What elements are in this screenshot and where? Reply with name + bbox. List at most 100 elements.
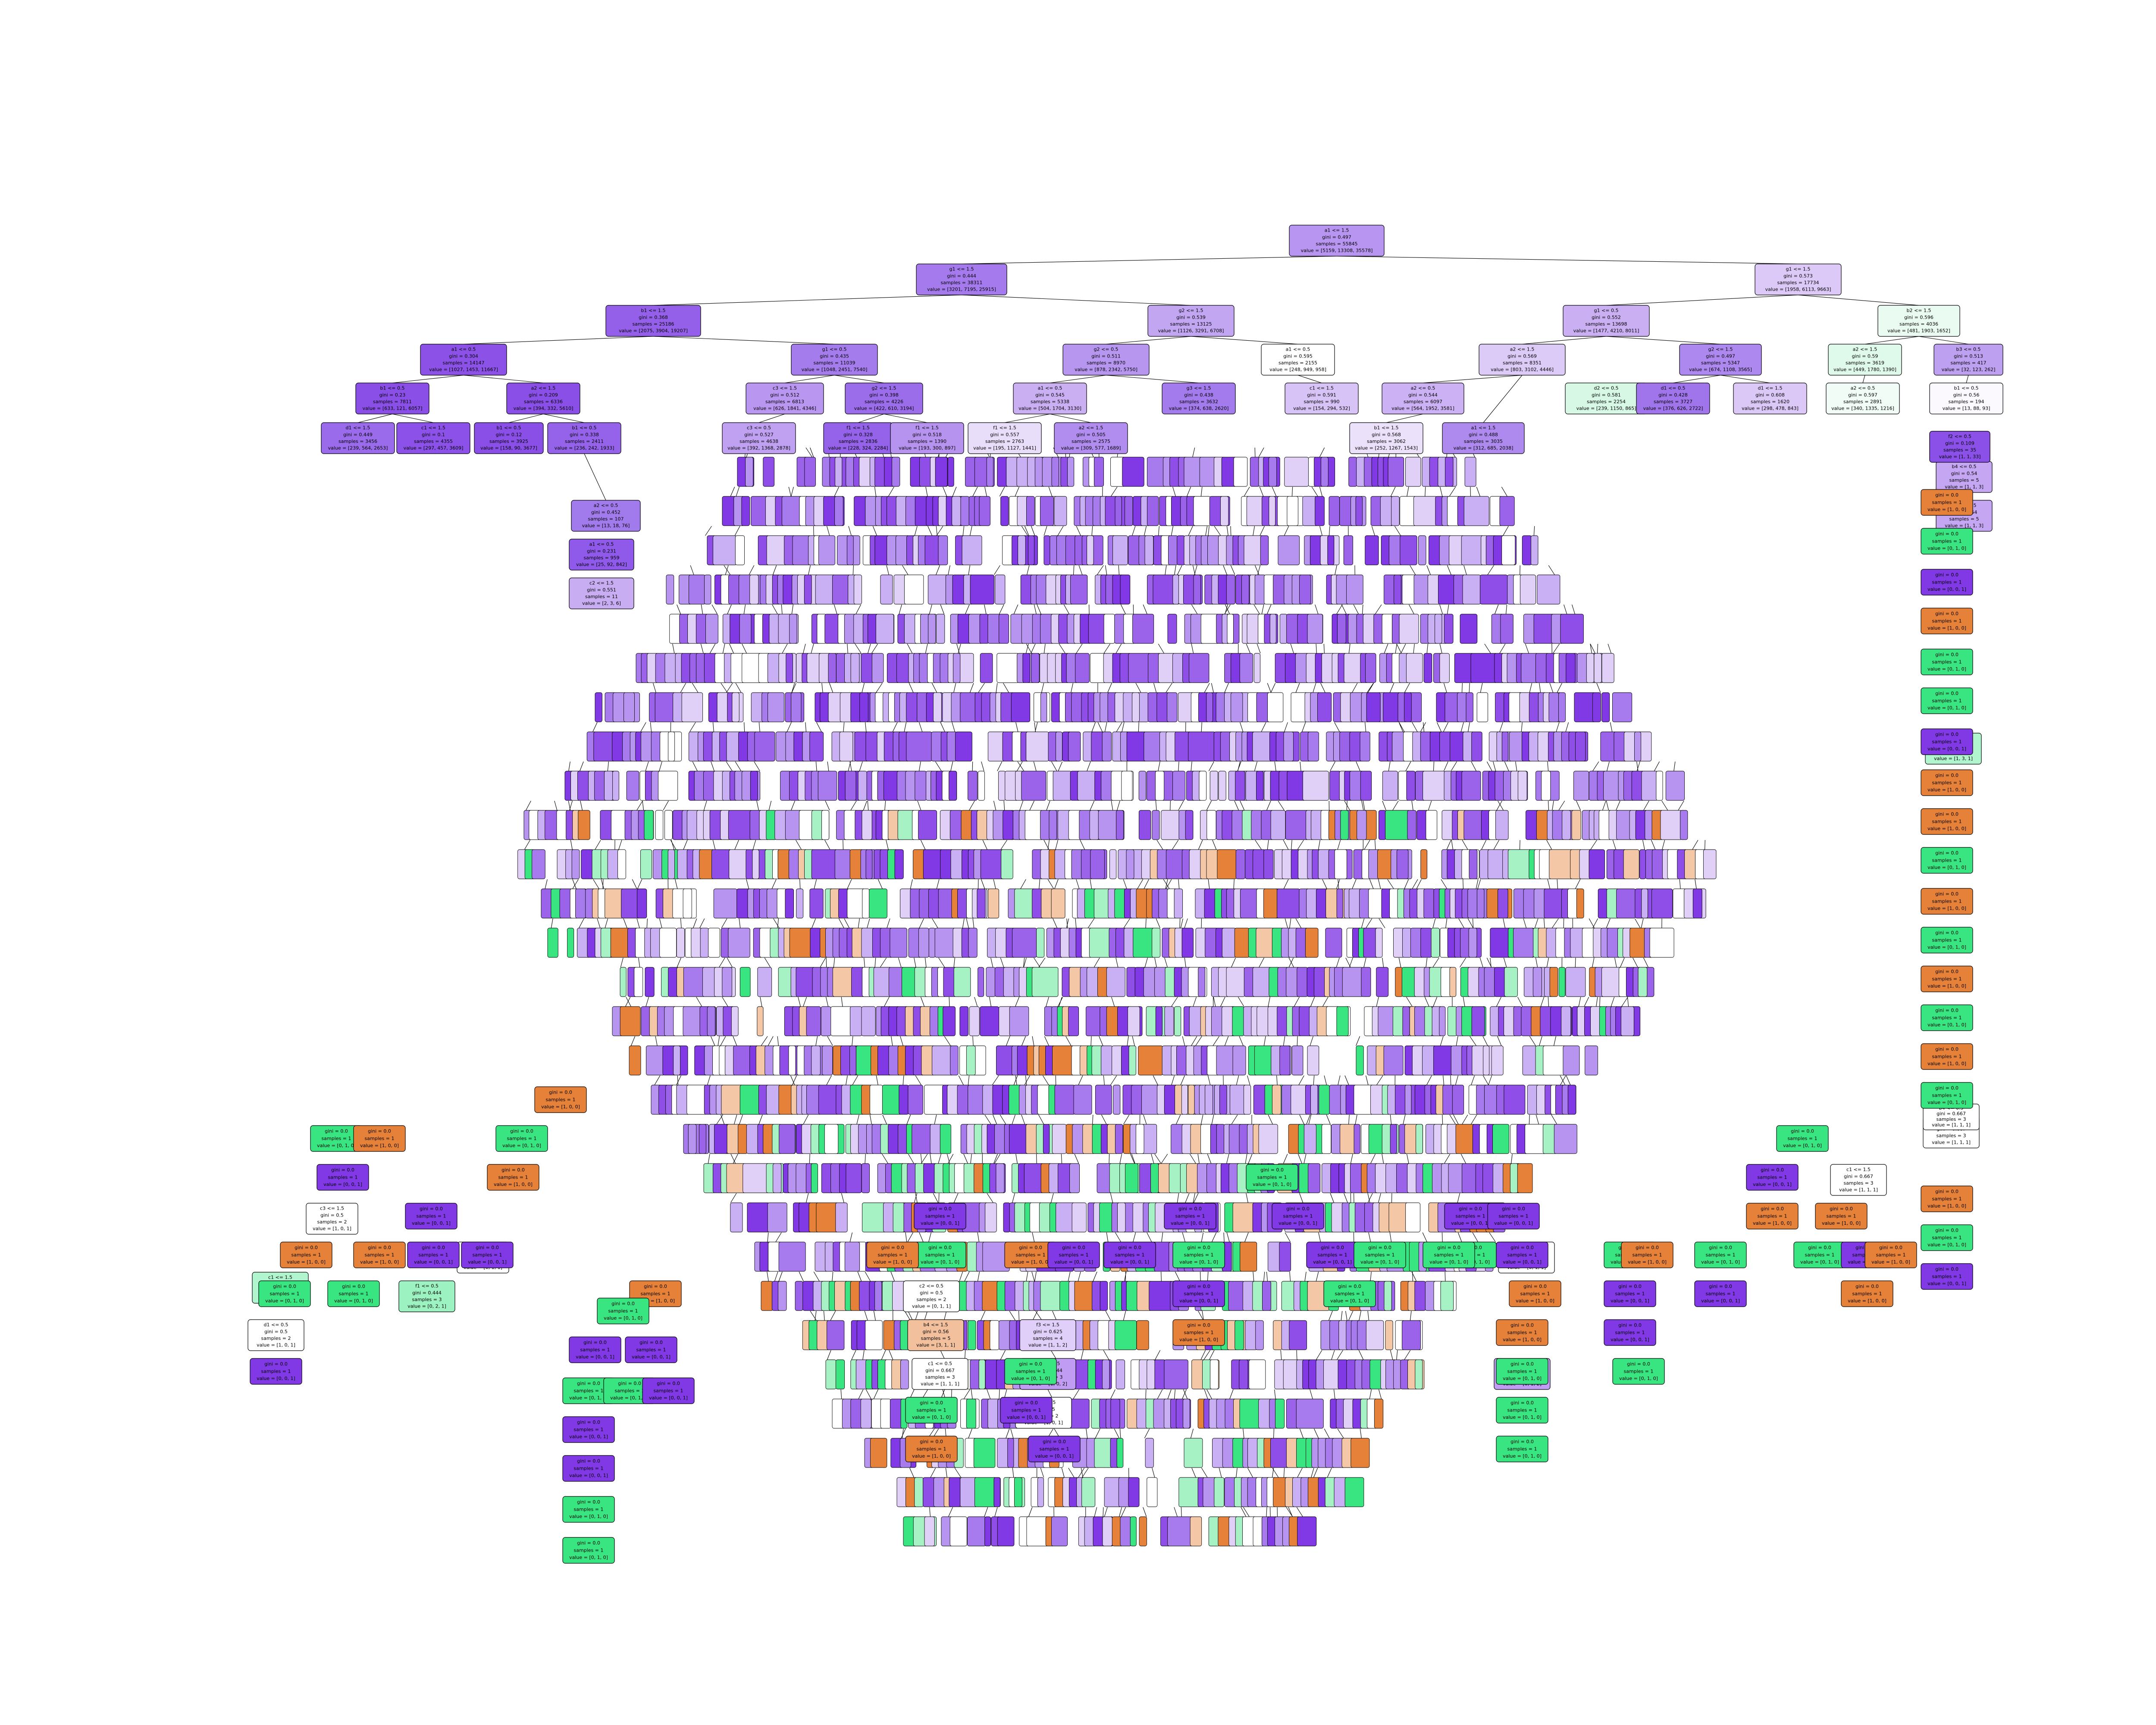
dense-edge [1205, 526, 1208, 536]
dense-edge [1661, 800, 1668, 811]
node-text-line: gini = 0.0 [1709, 1284, 1732, 1289]
node-text-line: samples = 1 [654, 1388, 683, 1393]
node-text-line: value = [1, 0, 0] [1927, 787, 1966, 793]
dense-edge [1442, 1114, 1443, 1125]
dense-node-box [1072, 1202, 1087, 1233]
dense-edge [884, 800, 886, 811]
node-text-line: gini = 0.109 [1945, 440, 1974, 446]
dense-node-box [1399, 614, 1419, 644]
dense-node-box [1692, 888, 1702, 919]
dense-node-box [1128, 1477, 1140, 1507]
dense-edge [1564, 604, 1567, 615]
dense-edge [803, 1114, 809, 1125]
node-text-line: gini = 0.438 [1184, 392, 1213, 398]
dense-edge [1398, 957, 1401, 968]
tree-edge [1191, 336, 1298, 345]
dense-edge [1510, 1154, 1513, 1164]
node-text-line: value = [3, 1, 1] [916, 1342, 955, 1348]
dense-node-box [850, 1006, 862, 1036]
dense-edge [1551, 918, 1559, 928]
dense-node-box [1227, 614, 1234, 644]
node-text-line: gini = 0.0 [1502, 1206, 1525, 1212]
node-text-line: samples = 1 [641, 1291, 671, 1296]
dense-edge [1153, 1075, 1158, 1085]
dense-edge [1015, 722, 1018, 732]
node-text-line: samples = 1 [1184, 1252, 1214, 1258]
dense-node-box [750, 771, 758, 801]
dense-edge [1078, 565, 1083, 575]
dense-node-box [1054, 1085, 1075, 1115]
node-text-line: samples = 1 [365, 1252, 395, 1258]
dense-edge [1094, 957, 1100, 968]
dense-node-box [1592, 692, 1601, 722]
dense-edge [626, 997, 631, 1007]
dense-edge [1467, 722, 1470, 732]
tree-edge [1336, 256, 1799, 264]
node-text-line: gini = 0.591 [1307, 392, 1336, 398]
dense-node-box [1232, 1045, 1246, 1076]
dense-edge [1240, 722, 1244, 732]
dense-edge [1170, 800, 1171, 811]
dense-edge [1047, 840, 1050, 850]
node-text-line: value = [504, 1704, 3130] [1018, 406, 1081, 411]
dense-edge [1178, 800, 1184, 811]
dense-edge [1204, 1389, 1208, 1399]
dense-node-box [1343, 535, 1353, 565]
dense-edge [1078, 1271, 1081, 1282]
dense-edge [966, 918, 969, 928]
dense-node-box [1375, 928, 1383, 958]
dense-node-box [1471, 1006, 1485, 1036]
dense-node-box [1548, 692, 1559, 722]
dense-edge [726, 683, 733, 693]
dense-node-box [740, 967, 751, 997]
dense-edge [811, 643, 814, 654]
dense-edge [841, 997, 843, 1007]
dense-edge [1489, 1232, 1496, 1242]
dense-edge [1355, 1114, 1357, 1125]
dense-edge [1552, 800, 1554, 811]
node-text-line: samples = 3 [412, 1297, 442, 1302]
dense-node-box [1660, 810, 1683, 840]
dense-edge [932, 918, 938, 928]
dense-node-box [1307, 731, 1319, 762]
dense-node-box [1206, 692, 1213, 722]
node-text-line: gini = 0.209 [529, 392, 558, 398]
node-text-line: value = [1, 0, 0] [912, 1453, 951, 1459]
dense-node-box [773, 1163, 782, 1193]
dense-edge [1396, 1350, 1398, 1360]
dense-node-box [1396, 849, 1409, 879]
dense-node-box [1189, 653, 1210, 683]
dense-node-box [1522, 535, 1532, 565]
dense-edge [812, 918, 816, 928]
dense-node-box [1214, 1477, 1225, 1507]
dense-edge [1270, 683, 1276, 693]
node-text-line: value = [1, 0, 0] [494, 1182, 533, 1187]
dense-node-box [1276, 888, 1300, 919]
node-text-line: gini = 0.595 [1283, 353, 1313, 359]
dense-edge [1337, 1428, 1344, 1439]
dense-edge [1050, 1193, 1054, 1203]
dense-edge [752, 840, 756, 850]
dense-edge [890, 1271, 895, 1282]
dense-edge [829, 683, 834, 693]
dense-edge [1319, 486, 1322, 497]
node-text-line: gini = 0.0 [920, 1400, 943, 1406]
node-text-line: gini = 0.667 [925, 1367, 955, 1373]
dense-edge [1308, 1114, 1312, 1125]
node-text-line: gini = 0.527 [744, 432, 774, 437]
dense-node-box [1054, 496, 1067, 526]
dense-edge [1496, 800, 1502, 811]
node-text-line: samples = 1390 [908, 439, 946, 444]
node-text-line: samples = 3925 [489, 439, 528, 444]
dense-node-box [578, 810, 590, 840]
